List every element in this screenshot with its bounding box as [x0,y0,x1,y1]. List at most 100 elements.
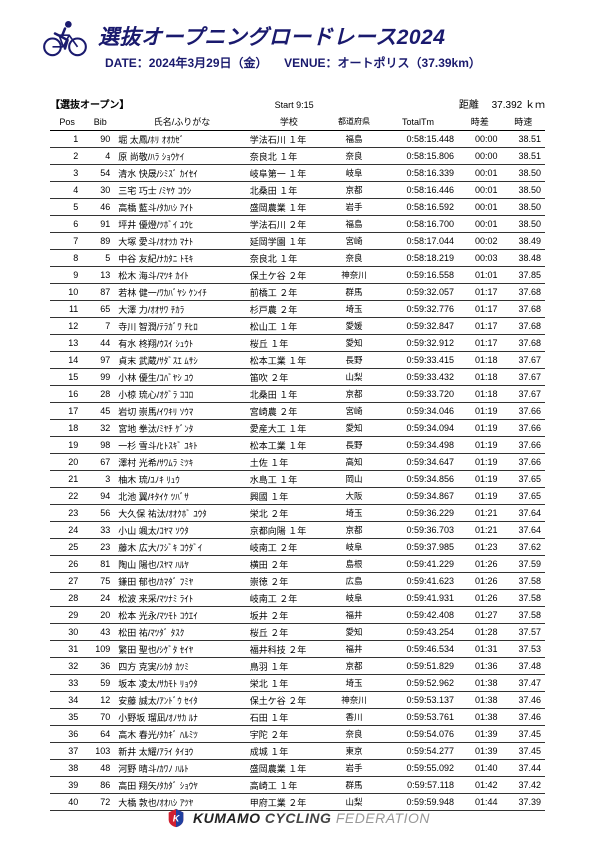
cell-name: 三宅 巧士 /ﾐﾔｹ ｺｳｼ [116,182,247,199]
cell-name: 中谷 友紀/ﾅｶﾀﾆ ﾄﾓｷ [116,250,247,267]
cell-totaltm: 0:59:34.498 [378,437,458,454]
table-row: 2523藤木 広大/ﾌｼﾞｷ ｺｳﾀﾞｲ岐南工 ２年岐阜0:59:37.9850… [50,539,545,556]
cell-gap: 01:18 [458,369,501,386]
cell-name: 松木 海斗/ﾏﾂｷ ｶｲﾄ [116,267,247,284]
cell-gap: 01:38 [458,692,501,709]
cell-totaltm: 0:59:54.076 [378,726,458,743]
cell-totaltm: 0:59:33.432 [378,369,458,386]
cell-pref: 奈良 [330,148,378,165]
cell-pos: 38 [50,760,84,777]
cell-speed: 37.58 [501,607,545,624]
table-row: 1087若林 健一/ﾜｶﾊﾞﾔｼ ｹﾝｲﾁ前橋工 ２年群馬0:59:32.057… [50,284,545,301]
footer-brand-1: KUMAMO [193,810,261,826]
distance-label: 距離 [459,100,479,111]
col-bib: Bib [84,113,116,131]
cell-speed: 37.65 [501,488,545,505]
cell-school: 松山工 １年 [248,318,330,335]
cell-gap: 01:26 [458,556,501,573]
table-body: 190堀 太鳳/ﾎﾘ ｵｵｶｾﾞ学法石川 １年福島0:58:15.44800:0… [50,131,545,811]
cell-speed: 38.49 [501,233,545,250]
cell-speed: 37.45 [501,743,545,760]
cell-speed: 37.68 [501,335,545,352]
cell-totaltm: 0:59:46.534 [378,641,458,658]
cell-school: 保土ケ谷 ２年 [248,267,330,284]
cell-name: 岩切 崇馬/ｲﾜｷﾘ ｿｳﾏ [116,403,247,420]
cell-gap: 01:19 [458,454,501,471]
cell-pos: 18 [50,420,84,437]
cell-speed: 38.51 [501,148,545,165]
table-row: 3359坂本 凌太/ｻｶﾓﾄ ﾘｮｳﾀ栄北 １年埼玉0:59:52.96201:… [50,675,545,692]
cell-bib: 109 [84,641,116,658]
cell-totaltm: 0:59:34.094 [378,420,458,437]
cell-pref: 京都 [330,522,378,539]
cell-pref: 福島 [330,131,378,148]
cell-speed: 37.67 [501,386,545,403]
cell-pos: 16 [50,386,84,403]
cell-totaltm: 0:59:43.254 [378,624,458,641]
cell-speed: 37.42 [501,777,545,794]
cell-pref: 広島 [330,573,378,590]
cell-totaltm: 0:59:53.761 [378,709,458,726]
cell-totaltm: 0:58:15.448 [378,131,458,148]
cell-gap: 01:36 [458,658,501,675]
table-row: 2294北池 翼/ｷﾀｲｹ ﾂﾊﾞｻ興國 １年大阪0:59:34.86701:1… [50,488,545,505]
cell-gap: 00:01 [458,216,501,233]
col-gap: 時差 [458,113,501,131]
table-row: 190堀 太鳳/ﾎﾘ ｵｵｶｾﾞ学法石川 １年福島0:58:15.44800:0… [50,131,545,148]
cell-pos: 17 [50,403,84,420]
cell-pref: 香川 [330,709,378,726]
cell-gap: 01:28 [458,624,501,641]
cell-school: 奈良北 １年 [248,250,330,267]
cell-speed: 38.51 [501,131,545,148]
cell-pref: 福井 [330,607,378,624]
table-row: 1497貞末 武蔵/ｻﾀﾞｽｴ ﾑｻｼ松本工業 １年長野0:59:33.4150… [50,352,545,369]
cell-name: 坂本 凌太/ｻｶﾓﾄ ﾘｮｳﾀ [116,675,247,692]
cell-pref: 奈良 [330,250,378,267]
cell-totaltm: 0:59:36.229 [378,505,458,522]
cell-gap: 00:00 [458,148,501,165]
cell-gap: 01:01 [458,267,501,284]
venue-label: VENUE：オートポリス（37.39km） [284,56,481,70]
cell-pos: 34 [50,692,84,709]
cell-speed: 37.46 [501,692,545,709]
col-pos: Pos [50,113,84,131]
cell-speed: 37.64 [501,522,545,539]
table-row: 913松木 海斗/ﾏﾂｷ ｶｲﾄ保土ケ谷 ２年神奈川0:59:16.55801:… [50,267,545,284]
cell-pref: 京都 [330,658,378,675]
cell-speed: 37.68 [501,318,545,335]
cell-pref: 岐阜 [330,539,378,556]
cell-pos: 23 [50,505,84,522]
cell-gap: 01:38 [458,675,501,692]
cell-totaltm: 0:59:34.867 [378,488,458,505]
cell-school: 学法石川 １年 [248,131,330,148]
cell-pref: 群馬 [330,284,378,301]
cell-name: 四方 克実/ｼｶﾀ ｶﾂﾐ [116,658,247,675]
cell-name: 安藤 誠太/ｱﾝﾄﾞｳ ｾｲﾀ [116,692,247,709]
col-pref: 都道府県 [330,113,378,131]
cell-gap: 01:19 [458,403,501,420]
header-top-row: 選抜オープニングロードレース2024 [40,15,555,57]
cell-name: 河野 晴斗/ｶﾜﾉ ﾊﾙﾄ [116,760,247,777]
cell-school: 愛産大工 １年 [248,420,330,437]
cell-gap: 01:42 [458,777,501,794]
cell-bib: 70 [84,709,116,726]
cell-speed: 37.68 [501,301,545,318]
cell-gap: 00:03 [458,250,501,267]
cell-school: 宇陀 ２年 [248,726,330,743]
cell-bib: 89 [84,233,116,250]
cell-gap: 01:17 [458,301,501,318]
cell-bib: 67 [84,454,116,471]
cell-gap: 00:01 [458,182,501,199]
cell-totaltm: 0:59:34.046 [378,403,458,420]
cell-speed: 37.45 [501,726,545,743]
cell-name: 高木 春光/ﾀｶｷﾞ ﾊﾙﾐﾂ [116,726,247,743]
col-speed: 時速 [501,113,545,131]
cell-speed: 37.62 [501,539,545,556]
cell-name: 柚木 琉/ﾕﾉｷ ﾘｭｳ [116,471,247,488]
cell-bib: 64 [84,726,116,743]
footer-brand-3: FEDERATION [336,810,430,826]
cell-pos: 3 [50,165,84,182]
cell-bib: 98 [84,437,116,454]
cell-school: 高崎工 １年 [248,777,330,794]
cell-pos: 39 [50,777,84,794]
